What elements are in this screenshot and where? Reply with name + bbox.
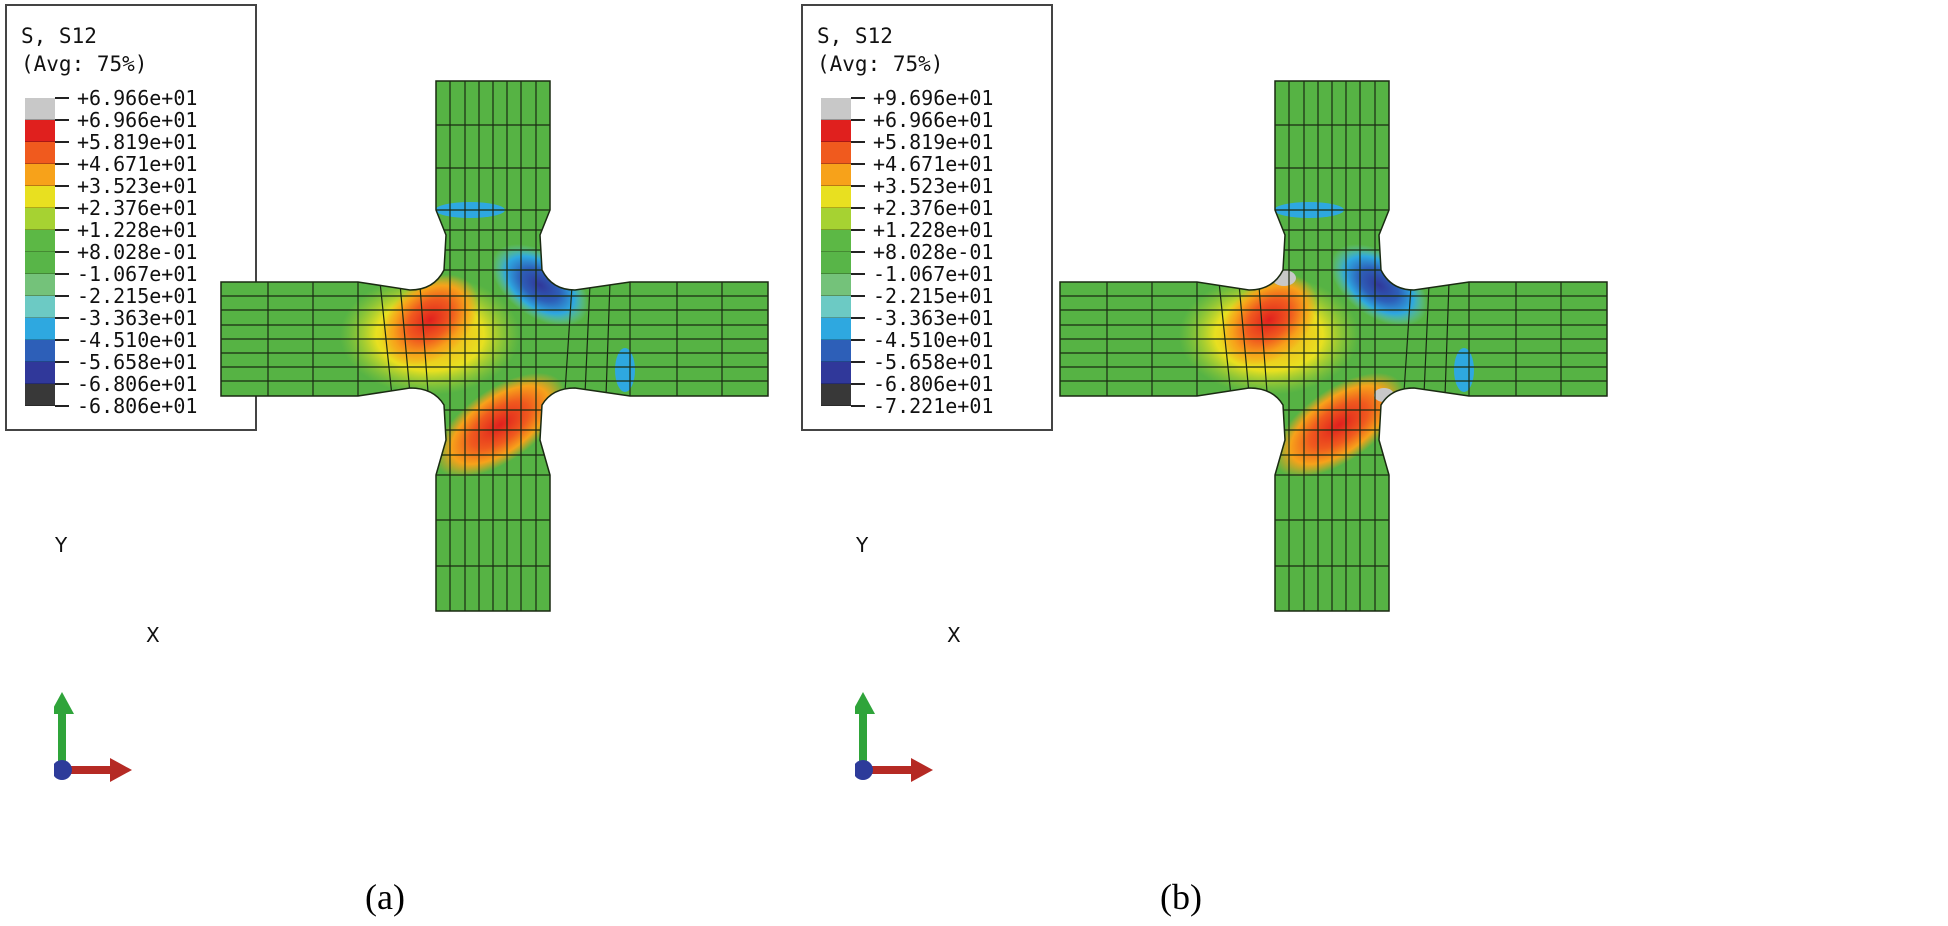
- legend: S, S12 (Avg: 75%) +6.966e+01 +6.966e+01 …: [5, 4, 257, 431]
- panel-b: S, S12 (Avg: 75%) +9.696e+01 +6.966e+01 …: [801, 0, 1948, 926]
- legend-value: +2.376e+01: [77, 196, 198, 220]
- legend-value: -7.221e+01: [873, 394, 994, 418]
- legend-value: +4.671e+01: [873, 152, 994, 176]
- legend-band: [821, 186, 851, 208]
- legend-band: [821, 142, 851, 164]
- legend-value: +6.966e+01: [77, 86, 198, 110]
- legend-band: [25, 186, 55, 208]
- legend-band: [25, 208, 55, 230]
- legend: S, S12 (Avg: 75%) +9.696e+01 +6.966e+01 …: [801, 4, 1053, 431]
- legend-band: [821, 230, 851, 252]
- legend-value: -6.806e+01: [77, 394, 198, 418]
- legend-value: -3.363e+01: [873, 306, 994, 330]
- panel-a: S, S12 (Avg: 75%) +6.966e+01 +6.966e+01 …: [5, 4, 769, 917]
- axis-triad: [855, 692, 933, 782]
- legend-title: S, S12: [21, 24, 97, 48]
- legend-subtitle: (Avg: 75%): [21, 52, 148, 76]
- legend-value: +6.966e+01: [873, 108, 994, 132]
- legend-band: [25, 252, 55, 274]
- axis-triad: [54, 692, 132, 782]
- legend-band: [25, 120, 55, 142]
- legend-band: [25, 296, 55, 318]
- legend-band: [821, 296, 851, 318]
- legend-value: -5.658e+01: [873, 350, 994, 374]
- legend-band: [821, 362, 851, 384]
- legend-value: +1.228e+01: [873, 218, 994, 242]
- legend-band: [821, 98, 851, 120]
- legend-value: -2.215e+01: [873, 284, 994, 308]
- legend-value: +9.696e+01: [873, 86, 994, 110]
- legend-band: [821, 208, 851, 230]
- legend-value: -4.510e+01: [873, 328, 994, 352]
- legend-value: +3.523e+01: [77, 174, 198, 198]
- legend-value: -3.363e+01: [77, 306, 198, 330]
- legend-band: [25, 384, 55, 406]
- legend-value: -5.658e+01: [77, 350, 198, 374]
- z-axis-label: Z: [57, 628, 65, 641]
- cruciform-mesh: [220, 80, 769, 612]
- legend-color-bar: [25, 98, 55, 406]
- legend-title: S, S12: [817, 24, 893, 48]
- legend-value: -6.806e+01: [873, 372, 994, 396]
- legend-band: [821, 384, 851, 406]
- legend-value: +8.028e-01: [873, 240, 994, 264]
- legend-band: [821, 164, 851, 186]
- y-axis-label: Y: [856, 533, 869, 557]
- y-axis-label: Y: [55, 533, 68, 557]
- legend-value: +3.523e+01: [873, 174, 994, 198]
- panel-caption: (a): [365, 877, 405, 917]
- legend-value: +4.671e+01: [77, 152, 198, 176]
- legend-band: [25, 142, 55, 164]
- x-axis-label: X: [146, 623, 160, 647]
- z-axis-icon: [855, 760, 873, 780]
- z-axis-icon: [54, 760, 72, 780]
- legend-value: -1.067e+01: [77, 262, 198, 286]
- legend-band: [25, 274, 55, 296]
- legend-band: [25, 230, 55, 252]
- legend-subtitle: (Avg: 75%): [817, 52, 944, 76]
- legend-band: [25, 362, 55, 384]
- legend-band: [821, 340, 851, 362]
- legend-value: +5.819e+01: [77, 130, 198, 154]
- legend-value: -4.510e+01: [77, 328, 198, 352]
- x-axis-label: X: [947, 623, 961, 647]
- legend-value: +8.028e-01: [77, 240, 198, 264]
- legend-band: [821, 318, 851, 340]
- legend-value: +2.376e+01: [873, 196, 994, 220]
- legend-band: [821, 252, 851, 274]
- legend-value: +5.819e+01: [873, 130, 994, 154]
- legend-band: [25, 98, 55, 120]
- legend-band: [25, 340, 55, 362]
- legend-value: +1.228e+01: [77, 218, 198, 242]
- legend-value: -1.067e+01: [873, 262, 994, 286]
- legend-band: [25, 318, 55, 340]
- panel-caption: (b): [1160, 877, 1202, 917]
- legend-value: -2.215e+01: [77, 284, 198, 308]
- legend-band: [25, 164, 55, 186]
- legend-band: [821, 274, 851, 296]
- z-axis-label: Z: [858, 628, 866, 641]
- legend-band: [821, 120, 851, 142]
- legend-value: -6.806e+01: [77, 372, 198, 396]
- legend-value: +6.966e+01: [77, 108, 198, 132]
- legend-color-bar: [821, 98, 851, 406]
- cruciform-mesh: [1059, 80, 1608, 612]
